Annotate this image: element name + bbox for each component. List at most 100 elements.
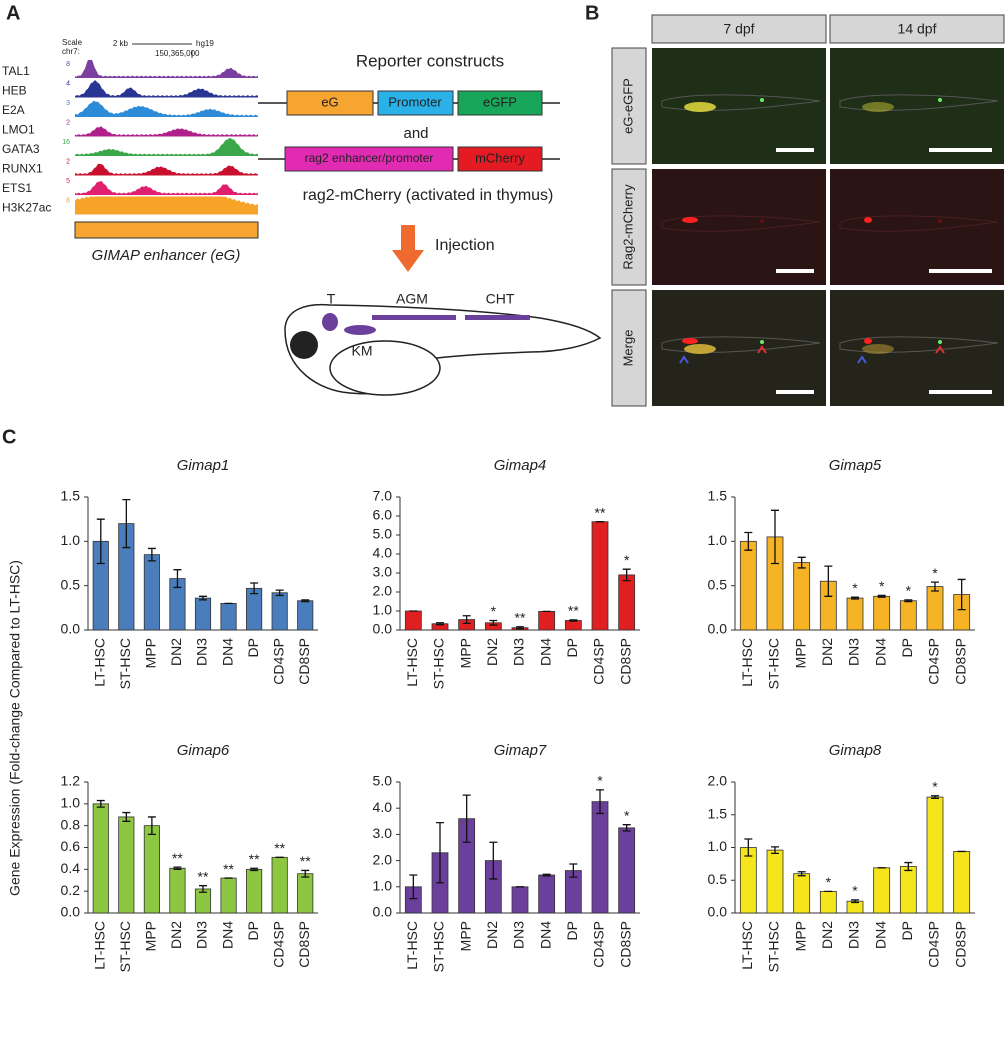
fish-label: T	[327, 291, 336, 307]
y-tick-label: 1.5	[61, 488, 81, 504]
error-bar	[173, 569, 182, 589]
arrowhead	[679, 355, 689, 364]
bar	[538, 874, 556, 914]
bar	[511, 886, 529, 914]
y-tick-label: 1.0	[708, 838, 728, 854]
error-bar	[569, 619, 578, 622]
track-scale: 8	[66, 197, 70, 204]
significance: *	[826, 874, 832, 890]
bar	[873, 595, 891, 631]
row-header-box	[611, 47, 647, 165]
error-bar	[301, 869, 310, 878]
fluorescence	[684, 102, 716, 112]
x-tick-label: DN3	[846, 921, 862, 949]
error-bar	[622, 824, 631, 832]
y-tick-label: 1.0	[61, 532, 81, 548]
x-tick-label: CD8SP	[617, 921, 633, 968]
fish-label: AGM	[396, 291, 428, 307]
x-tick-label: LT-HSC	[91, 921, 107, 970]
microscopy-image	[652, 48, 826, 164]
bar	[169, 867, 186, 914]
y-tick-label: 0.5	[61, 576, 81, 592]
panel-letter: A	[6, 2, 20, 24]
fish-label: CHT	[486, 291, 515, 307]
x-tick-label: CD8SP	[296, 638, 312, 685]
y-tick-label: 0.0	[708, 621, 728, 637]
error-bar	[147, 547, 156, 562]
error-bar	[199, 885, 207, 893]
x-tick-label: LT-HSC	[91, 638, 107, 687]
y-tick-label: 0.0	[708, 904, 728, 920]
construct-box	[286, 90, 374, 116]
error-bar	[569, 863, 578, 878]
x-tick-label: MPP	[143, 921, 159, 951]
error-bar	[409, 874, 418, 900]
scale-label: Scale	[62, 38, 83, 47]
significance: **	[249, 851, 260, 867]
bar	[220, 603, 237, 631]
track-signal	[75, 163, 258, 176]
arrow-head	[392, 250, 424, 272]
caption: rag2-mCherry (activated in thymus)	[303, 187, 554, 204]
x-tick-label: LT-HSC	[404, 638, 420, 687]
fluorescence	[864, 217, 872, 223]
arrowhead	[757, 345, 767, 354]
x-tick-label: DN4	[537, 638, 553, 666]
y-tick-label: 3.0	[373, 564, 393, 580]
scale-bar-label: 2 kb	[113, 39, 129, 48]
track-label: HEB	[2, 84, 27, 98]
x-tick-label: DN3	[511, 921, 527, 949]
significance: *	[624, 552, 630, 568]
fluorescence	[760, 340, 764, 344]
construct-title: Reporter constructs	[356, 51, 504, 70]
error-bar	[462, 794, 471, 843]
bar	[538, 610, 556, 631]
construct-label: eG	[321, 94, 338, 109]
row-header-box	[611, 289, 647, 407]
assembly: hg19	[196, 39, 214, 48]
error-bar	[250, 867, 259, 872]
bar	[297, 600, 314, 631]
track-signal	[75, 196, 258, 215]
x-tick-label: CD4SP	[591, 638, 607, 685]
row-header: Merge	[620, 330, 635, 367]
arrow-shaft	[401, 225, 415, 253]
x-tick-label: DN4	[219, 921, 235, 949]
x-tick-label: CD4SP	[591, 921, 607, 968]
bar	[793, 873, 811, 914]
microscopy-image	[830, 48, 1004, 164]
bar	[92, 803, 109, 914]
injection-label: Injection	[435, 237, 495, 254]
bar	[739, 847, 757, 914]
y-tick-label: 0.5	[708, 576, 728, 592]
significance: *	[932, 565, 938, 581]
error-bar	[436, 622, 444, 626]
kidney-marrow	[344, 325, 376, 335]
fluorescence	[938, 98, 942, 102]
significance: *	[852, 580, 858, 596]
coordinate: 150,365,000	[155, 49, 200, 58]
bar	[220, 877, 237, 914]
fluorescence	[682, 338, 698, 344]
error-bar	[931, 581, 939, 592]
fluorescence	[862, 344, 894, 354]
x-tick-label: MPP	[457, 921, 473, 951]
x-tick-label: DN2	[484, 638, 500, 666]
row-header-box	[611, 168, 647, 286]
error-bar	[904, 861, 913, 872]
track-label: TAL1	[2, 64, 30, 78]
y-tick-label: 0.2	[61, 882, 81, 898]
x-tick-label: DN3	[194, 921, 210, 949]
x-tick-label: LT-HSC	[404, 921, 420, 970]
error-bar	[96, 799, 105, 808]
y-tick-label: 7.0	[373, 488, 393, 504]
x-tick-label: CD4SP	[926, 638, 942, 685]
error-bar	[462, 615, 471, 624]
x-tick-label: CD4SP	[270, 921, 286, 968]
microscopy-image	[652, 290, 826, 406]
error-bar	[851, 899, 859, 904]
error-bar	[877, 594, 886, 598]
bar	[271, 592, 288, 631]
track-signal	[75, 100, 258, 117]
error-bar	[931, 795, 939, 800]
